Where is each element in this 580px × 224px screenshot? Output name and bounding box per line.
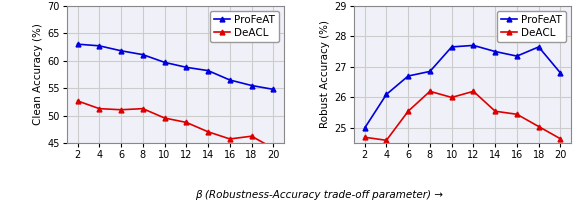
ProFeAT (205, 69, 212, 72)
DeACL (448, 96, 455, 99)
ProFeAT (361, 127, 368, 129)
ProFeAT (470, 44, 477, 47)
ProFeAT (248, 84, 255, 87)
Y-axis label: Clean Accuracy (%): Clean Accuracy (%) (33, 24, 43, 125)
ProFeAT (183, 66, 190, 69)
Y-axis label: Robust Accuracy (%): Robust Accuracy (%) (320, 20, 330, 129)
Line: DeACL: DeACL (75, 99, 276, 151)
ProFeAT (270, 88, 277, 91)
ProFeAT (513, 55, 520, 57)
DeACL (118, 108, 125, 111)
ProFeAT (426, 70, 433, 73)
ProFeAT (405, 75, 412, 77)
DeACL (361, 136, 368, 139)
ProFeAT (492, 50, 499, 53)
DeACL (205, 130, 212, 133)
DeACL (535, 125, 542, 128)
Line: DeACL: DeACL (362, 89, 563, 143)
Line: ProFeAT: ProFeAT (362, 43, 563, 131)
DeACL (226, 138, 233, 140)
Line: ProFeAT: ProFeAT (75, 42, 276, 92)
DeACL (557, 138, 564, 140)
DeACL (74, 100, 81, 102)
ProFeAT (96, 45, 103, 47)
DeACL (183, 121, 190, 124)
ProFeAT (535, 46, 542, 48)
DeACL (161, 117, 168, 119)
ProFeAT (74, 43, 81, 45)
DeACL (139, 107, 146, 110)
ProFeAT (557, 72, 564, 74)
DeACL (492, 110, 499, 112)
DeACL (383, 139, 390, 142)
Text: β (Robustness-Accuracy trade-off parameter) →: β (Robustness-Accuracy trade-off paramet… (195, 190, 443, 200)
DeACL (96, 107, 103, 110)
DeACL (405, 110, 412, 112)
ProFeAT (383, 93, 390, 96)
ProFeAT (448, 46, 455, 48)
DeACL (426, 90, 433, 93)
Legend: ProFeAT, DeACL: ProFeAT, DeACL (210, 11, 279, 42)
DeACL (248, 135, 255, 138)
ProFeAT (118, 50, 125, 52)
DeACL (513, 113, 520, 116)
ProFeAT (226, 79, 233, 81)
ProFeAT (139, 53, 146, 56)
Legend: ProFeAT, DeACL: ProFeAT, DeACL (497, 11, 566, 42)
DeACL (270, 147, 277, 150)
DeACL (470, 90, 477, 93)
ProFeAT (161, 61, 168, 64)
